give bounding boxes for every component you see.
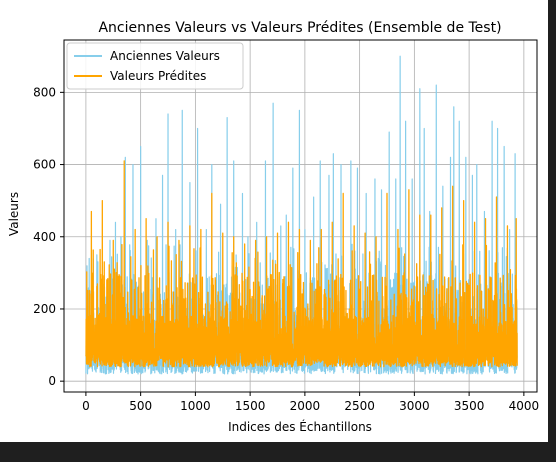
x-axis-label: Indices des Échantillons <box>228 419 372 434</box>
x-tick-label: 0 <box>82 399 90 413</box>
x-tick-label: 2000 <box>290 399 321 413</box>
x-tick-label: 1500 <box>235 399 266 413</box>
x-tick-label: 3000 <box>399 399 430 413</box>
legend-label-predites: Valeurs Prédites <box>110 69 206 83</box>
right-strip <box>548 0 556 462</box>
y-tick-label: 800 <box>33 85 56 99</box>
x-tick-label: 500 <box>129 399 152 413</box>
x-tick-label: 1000 <box>180 399 211 413</box>
legend: Anciennes Valeurs Valeurs Prédites <box>66 42 244 90</box>
x-tick-label: 4000 <box>509 399 540 413</box>
chart-title: Anciennes Valeurs vs Valeurs Prédites (E… <box>98 20 501 36</box>
legend-label-anciennes: Anciennes Valeurs <box>110 49 220 63</box>
y-tick-label: 200 <box>33 302 56 316</box>
y-tick-label: 0 <box>48 374 56 388</box>
series-layer <box>85 55 518 375</box>
series-line-predites <box>85 160 518 368</box>
y-tick-label: 600 <box>33 158 56 172</box>
axes-layer: 0 500 1000 1500 2000 2500 3000 3500 4000 0 200 400 6… <box>33 39 540 413</box>
legend-box <box>66 42 244 90</box>
plot-frame <box>63 39 538 393</box>
y-axis-label: Valeurs <box>7 192 21 236</box>
x-tick-label: 3500 <box>454 399 485 413</box>
y-tick-label: 400 <box>33 230 56 244</box>
x-tick-label: 2500 <box>344 399 375 413</box>
bottom-strip <box>0 442 556 462</box>
